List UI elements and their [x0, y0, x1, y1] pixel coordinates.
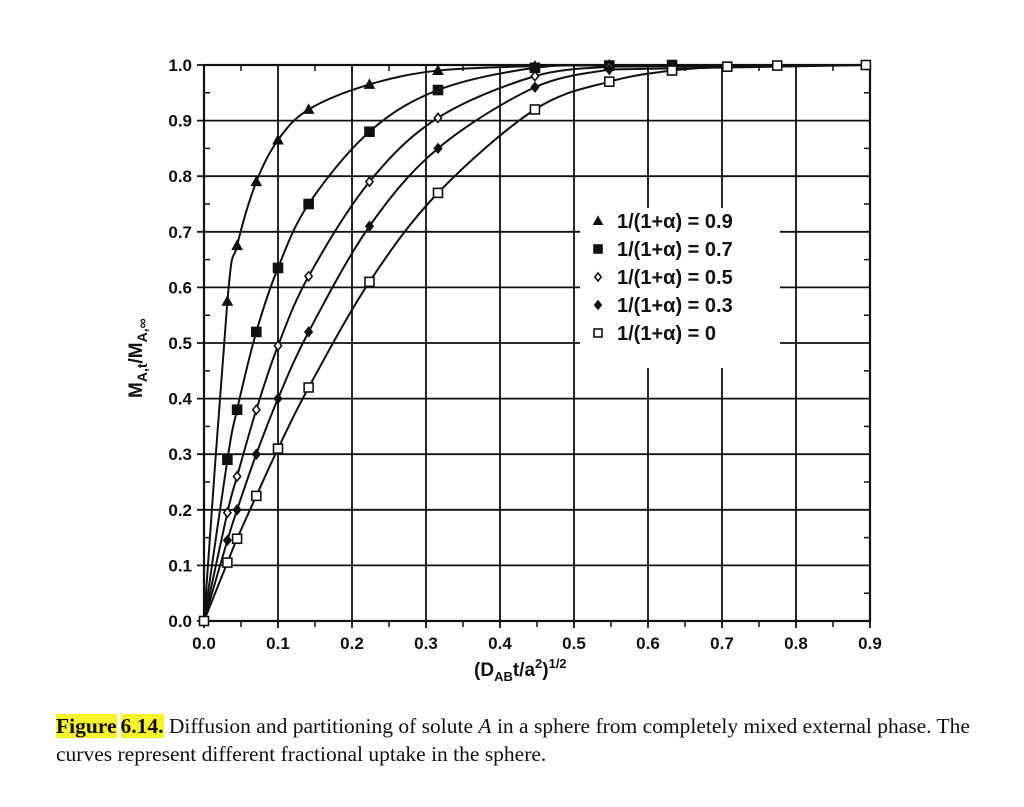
x-tick-label: 0.6 [636, 634, 660, 653]
open-diamond-marker [530, 70, 540, 82]
data-markers [198, 58, 872, 627]
series-curve [203, 64, 871, 622]
x-tick-label: 0.2 [340, 634, 364, 653]
y-tick-label: 0.4 [168, 390, 192, 409]
x-axis-title: (DABt/a2)1/2 [474, 656, 567, 684]
triangle-marker [231, 239, 243, 251]
y-tick-label: 0.2 [168, 501, 192, 520]
open-square-marker [603, 76, 615, 87]
x-tick-label: 0.4 [488, 634, 512, 653]
diamond-marker [593, 299, 603, 311]
diamond-marker [222, 534, 233, 547]
x-tick-label: 0.3 [414, 634, 438, 653]
y-tick-label: 0.8 [168, 167, 192, 186]
triangle-marker [363, 78, 376, 89]
diamond-marker [433, 142, 443, 155]
square-marker [231, 404, 243, 416]
open-square-marker [198, 615, 210, 627]
diamond-marker [251, 448, 261, 460]
open-square-marker [860, 59, 872, 71]
square-marker [303, 198, 314, 210]
y-tick-label: 0.7 [168, 223, 192, 242]
figure-label: Figure [56, 714, 117, 738]
diamond-marker [232, 504, 242, 516]
diamond-marker [304, 326, 314, 338]
open-square-marker [666, 65, 678, 76]
caption-text-2: in a sphere from completely mixed extern… [56, 714, 970, 766]
caption-symbol: A [478, 714, 492, 738]
diamond-marker [364, 220, 375, 233]
open-diamond-marker [593, 271, 603, 283]
legend-item-label: 1/(1+α) = 0.3 [617, 295, 733, 317]
open-square-marker [432, 187, 444, 199]
y-tick-label: 0.9 [168, 112, 192, 131]
figure-number: 6.14. [120, 714, 164, 738]
triangle-marker [221, 295, 234, 306]
x-tick-labels: 0.0 0.1 0.2 0.3 0.4 0.5 0.6 0.7 0.8 0.9 [192, 634, 882, 653]
open-square-marker [364, 276, 375, 288]
y-tick-label: 0.1 [168, 556, 192, 575]
caption-text-1: Diffusion and partitioning of solute [163, 714, 479, 738]
diamond-marker [530, 81, 540, 94]
legend-item-label: 1/(1+α) = 0.5 [617, 267, 733, 289]
figure-caption: Figure 6.14. Diffusion and partitioning o… [56, 712, 976, 768]
y-tick-label: 0.6 [168, 278, 192, 297]
open-diamond-marker [273, 339, 283, 352]
x-tick-label: 0.8 [784, 634, 808, 653]
open-square-marker [231, 533, 243, 545]
diamond-marker [604, 63, 614, 76]
open-square-marker [593, 328, 603, 338]
x-tick-label: 0.5 [562, 634, 586, 653]
x-tick-label: 0.9 [858, 634, 882, 653]
open-diamond-marker [433, 112, 443, 124]
x-tick-label: 0.1 [266, 634, 290, 653]
open-square-marker [222, 557, 233, 568]
y-tick-label: 0.3 [168, 445, 192, 464]
open-square-marker [251, 490, 262, 502]
x-tick-label: 0.0 [192, 634, 216, 653]
square-marker [251, 326, 262, 338]
legend-item-label: 1/(1+α) = 0 [617, 323, 716, 345]
open-diamond-marker [222, 506, 233, 519]
square-marker [593, 244, 603, 254]
triangle-marker [592, 215, 604, 225]
y-tick-label: 0.5 [168, 334, 192, 353]
y-tick-labels: 0.0 0.1 0.2 0.3 0.4 0.5 0.6 0.7 0.8 0.9 1.0 [168, 56, 192, 631]
triangle-marker [272, 133, 284, 145]
open-square-marker [721, 61, 733, 72]
open-square-marker [303, 382, 314, 393]
open-diamond-marker [251, 403, 261, 416]
square-marker [272, 262, 284, 274]
legend-item-label: 1/(1+α) = 0.7 [617, 239, 733, 261]
open-diamond-marker [304, 270, 314, 283]
triangle-marker [432, 64, 444, 75]
open-diamond-marker [364, 175, 375, 188]
legend-background [580, 208, 780, 368]
square-marker [364, 126, 375, 138]
legend: 1/(1+α) = 0.9 1/(1+α) = 0.7 1/(1+α) = 0.5 1… [580, 208, 780, 368]
x-tick-label: 0.7 [710, 634, 734, 653]
y-tick-label: 0.0 [168, 612, 192, 631]
open-square-marker [771, 60, 783, 71]
triangle-marker [250, 175, 263, 187]
open-square-marker [529, 104, 541, 115]
legend-item-label: 1/(1+α) = 0.9 [617, 211, 733, 233]
chart: 0.0 0.1 0.2 0.3 0.4 0.5 0.6 0.7 0.8 0.9 0.0 0.1 0.2… [126, 56, 882, 684]
triangle-marker [302, 103, 315, 114]
y-axis-title: MA,t/MA,∞ [126, 318, 150, 398]
square-marker [222, 454, 233, 466]
diamond-marker [273, 392, 283, 405]
y-tick-label: 1.0 [168, 56, 192, 75]
square-marker [432, 84, 444, 96]
open-square-marker [272, 443, 284, 454]
open-diamond-marker [232, 470, 242, 483]
